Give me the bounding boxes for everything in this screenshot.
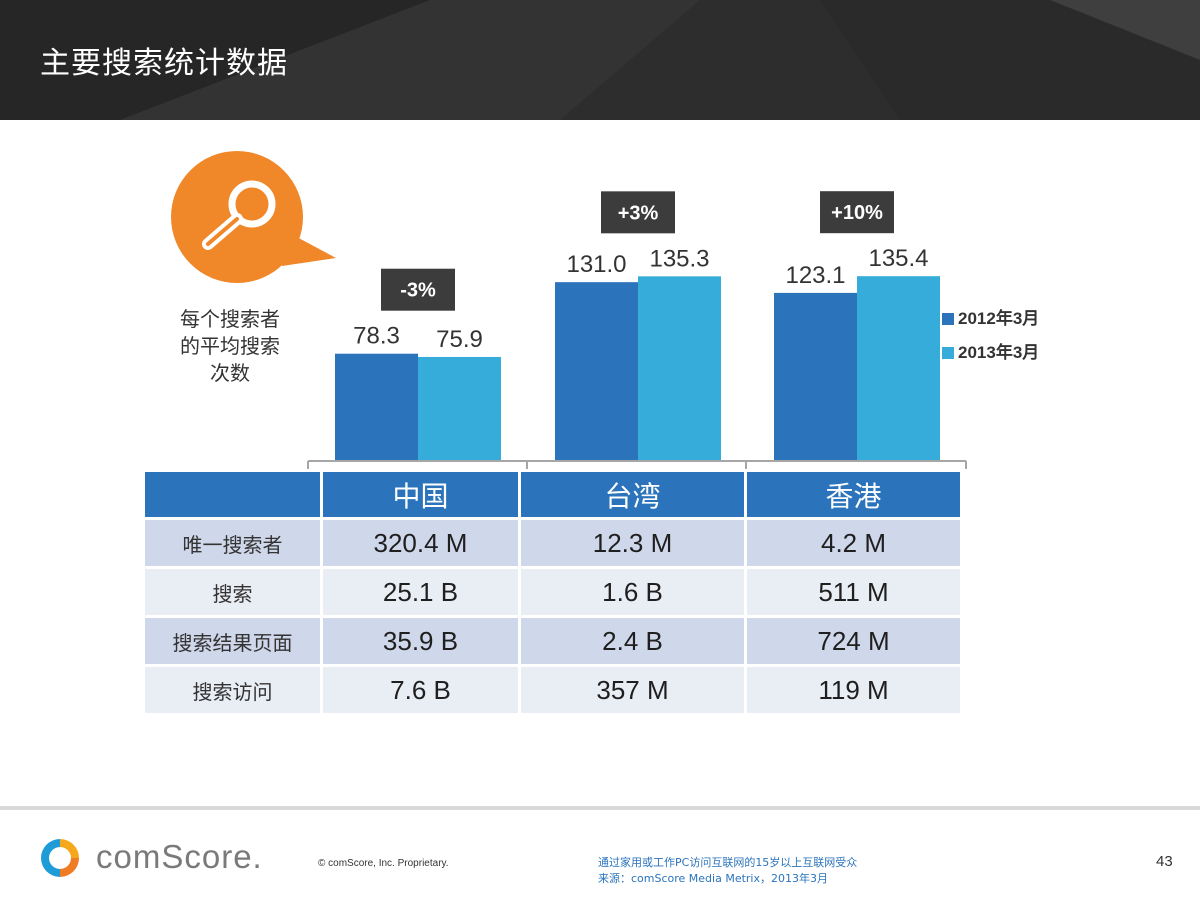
change-badge — [820, 191, 894, 234]
footnote-line-2: 来源：comScore Media Metrix，2013年3月 — [598, 872, 828, 885]
table-cell: 25.1 B — [323, 569, 521, 618]
footnote-line-1: 通过家用或工作PC访问互联网的15岁以上互联网受众 — [598, 856, 858, 869]
table-cell: 2.4 B — [521, 618, 747, 667]
table-cell: 12.3 M — [521, 520, 747, 569]
bar-0-1 — [418, 356, 501, 460]
legend-swatch-2013 — [942, 347, 954, 359]
change-label: +10% — [831, 202, 883, 224]
data-label: 131.0 — [566, 251, 626, 278]
row-label: 搜索结果页面 — [145, 618, 323, 667]
table-cell: 35.9 B — [323, 618, 521, 667]
data-label: 75.9 — [436, 326, 483, 353]
table-cell: 511 M — [747, 569, 963, 618]
slide-title: 主要搜索统计数据 — [40, 46, 288, 81]
bar-0-0 — [335, 353, 418, 460]
comscore-logo-text: comScore. — [96, 838, 263, 875]
change-badge — [381, 268, 455, 311]
change-badge — [601, 191, 675, 234]
change-label: +3% — [618, 202, 659, 224]
table-header-taiwan: 台湾 — [521, 472, 747, 520]
table-cell: 119 M — [747, 667, 963, 716]
page-number: 43 — [1156, 853, 1173, 870]
table-cell: 724 M — [747, 618, 963, 667]
legend-label-2012: 2012年3月 — [958, 309, 1040, 328]
footer-divider — [0, 806, 1200, 810]
table-cell: 7.6 B — [323, 667, 521, 716]
table-row: 搜索 25.1 B 1.6 B 511 M — [145, 569, 963, 618]
table-header-hongkong: 香港 — [747, 472, 963, 520]
row-label: 搜索访问 — [145, 667, 323, 716]
data-label: 123.1 — [785, 262, 845, 289]
bar-1-0 — [555, 282, 638, 460]
bar-2-1 — [857, 276, 940, 460]
comscore-logo-icon — [41, 839, 79, 877]
table-row: 唯一搜索者 320.4 M 12.3 M 4.2 M — [145, 520, 963, 569]
metric-label: 每个搜索者 的平均搜索 次数 — [180, 307, 280, 385]
data-label: 78.3 — [353, 323, 400, 350]
table-row: 搜索结果页面 35.9 B 2.4 B 724 M — [145, 618, 963, 667]
data-label: 135.3 — [649, 245, 709, 272]
row-label: 唯一搜索者 — [145, 520, 323, 569]
table-header-row: 中国 台湾 香港 — [145, 472, 963, 520]
footnote: 通过家用或工作PC访问互联网的15岁以上互联网受众 来源：comScore Me… — [598, 855, 857, 887]
bar-1-1 — [638, 276, 721, 460]
table-header-empty — [145, 472, 323, 520]
stats-table: 中国 台湾 香港 唯一搜索者 320.4 M 12.3 M 4.2 M 搜索 2… — [145, 472, 963, 716]
legend-item-2013: 2013年3月 — [942, 338, 1039, 363]
search-icon — [171, 151, 336, 283]
legend-swatch-2012 — [942, 313, 954, 325]
table-cell: 1.6 B — [521, 569, 747, 618]
table-header-china: 中国 — [323, 472, 521, 520]
header-background — [0, 0, 1200, 120]
change-label: -3% — [400, 280, 436, 302]
bar-2-0 — [774, 292, 857, 460]
table-row: 搜索访问 7.6 B 357 M 119 M — [145, 667, 963, 716]
table-cell: 320.4 M — [323, 520, 521, 569]
row-label: 搜索 — [145, 569, 323, 618]
legend-item-2012: 2012年3月 — [942, 304, 1039, 329]
table-cell: 357 M — [521, 667, 747, 716]
legend-label-2013: 2013年3月 — [958, 343, 1040, 362]
header-banner: 主要搜索统计数据 — [0, 0, 1200, 120]
data-label: 135.4 — [868, 245, 928, 272]
table-cell: 4.2 M — [747, 520, 963, 569]
bar-chart: 78.3 75.9 -3% 131.0 135.3 +3% 123.1 135.4 +10% — [307, 191, 967, 469]
copyright-text: © comScore, Inc. Proprietary. — [318, 858, 449, 869]
